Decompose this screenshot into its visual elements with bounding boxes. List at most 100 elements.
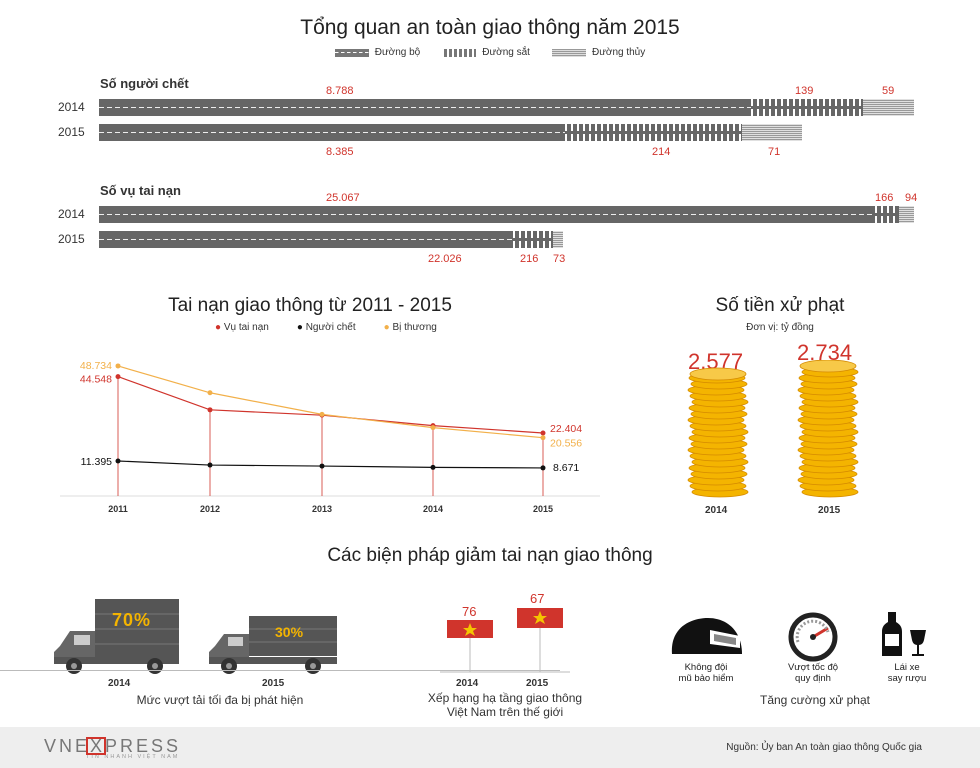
fines-title: Số tiền xử phạt xyxy=(715,295,845,316)
drink-caption-1: Lái xe xyxy=(894,662,920,673)
speed-caption: Vượt tốc độ quy định xyxy=(770,662,856,684)
road-swatch xyxy=(334,48,369,57)
deaths-2014-rail-bar xyxy=(751,99,863,116)
drink-caption: Lái xe say rượu xyxy=(872,662,942,684)
overload-caption: Mức vượt tải tối đa bị phát hiện xyxy=(136,693,304,707)
x-tick-label: 2011 xyxy=(108,504,128,514)
acc-2014-water-bar xyxy=(899,206,914,223)
x-tick-label: 2014 xyxy=(423,504,443,514)
acc-2015-rail-value: 216 xyxy=(520,253,539,265)
source-text: Nguồn: Ủy ban An toàn giao thông Quốc gi… xyxy=(726,742,922,753)
data-label: 8.671 xyxy=(553,462,579,474)
rank-year-2015: 2015 xyxy=(526,678,549,689)
drink-caption-2: say rượu xyxy=(887,673,927,684)
coin-stacks xyxy=(687,360,859,498)
deaths-year-2015: 2015 xyxy=(58,125,85,139)
overload-2015-value: 30% xyxy=(275,624,304,640)
helmet-caption-2: mũ bảo hiểm xyxy=(678,673,734,684)
deaths-2014-water-value: 59 xyxy=(882,85,895,97)
fines-icons-caption: Tăng cường xử phạt xyxy=(760,693,870,707)
data-label: 44.548 xyxy=(80,374,112,386)
series-line-2 xyxy=(117,365,544,439)
acc-2015-road-value: 22.026 xyxy=(428,253,462,265)
deaths-dot-icon: ● xyxy=(296,322,303,333)
ranking-caption-1: Xếp hạng hạ tầng giao thông xyxy=(427,691,583,705)
speed-caption-2: quy định xyxy=(795,673,831,684)
legend-injured-label: Bị thương xyxy=(392,322,437,333)
legend-road: Đường bộ xyxy=(334,47,421,58)
acc-2014-water-value: 94 xyxy=(905,192,918,204)
accidents-dot-icon: ● xyxy=(215,322,222,333)
footer xyxy=(0,727,980,768)
legend-deaths-label: Người chết xyxy=(305,322,356,333)
fines-unit: Đơn vị: tỷ đồng xyxy=(746,322,814,333)
truck-2014-icon xyxy=(54,599,179,674)
accidents-label: Số vụ tai nạn xyxy=(100,183,181,198)
deaths-2015-rail-bar xyxy=(565,124,742,141)
data-label: 22.404 xyxy=(550,423,582,435)
legend: Đường bộ Đường sắt Đường thủy xyxy=(0,47,980,58)
data-point xyxy=(319,411,325,417)
acc-2014-road-bar xyxy=(99,206,875,223)
deaths-label: Số người chết xyxy=(100,76,189,91)
line-chart: 2011 2012 2013 2014 2015 48.734 44.548 11.395 22… xyxy=(60,360,600,514)
x-tick-label: 2012 xyxy=(200,504,220,514)
line-chart-title: Tai nạn giao thông từ 2011 - 2015 xyxy=(168,295,452,316)
legend-deaths: ● Người chết xyxy=(297,322,356,333)
rail-swatch xyxy=(442,48,477,57)
rank-year-2014: 2014 xyxy=(456,678,479,689)
deaths-2014-road-bar xyxy=(99,99,751,116)
deaths-year-2014: 2014 xyxy=(58,100,85,114)
acc-year-2014: 2014 xyxy=(58,207,85,221)
deaths-2015-water-bar xyxy=(742,124,802,141)
water-swatch xyxy=(551,48,586,57)
data-point xyxy=(207,407,213,413)
legend-water: Đường thủy xyxy=(551,47,646,58)
deaths-2015-road-value: 8.385 xyxy=(326,146,354,158)
trucks-baseline xyxy=(0,670,560,671)
rank-2014-value: 76 xyxy=(462,604,477,619)
ranking-flags xyxy=(440,608,570,673)
data-point xyxy=(540,435,546,441)
page-title: Tổng quan an toàn giao thông năm 2015 xyxy=(300,16,680,39)
acc-2015-water-value: 73 xyxy=(553,253,566,265)
fines-year-2014: 2014 xyxy=(705,505,728,516)
speedometer-icon xyxy=(788,612,838,662)
data-point xyxy=(115,374,121,380)
helmet-caption: Không đội mũ bảo hiểm xyxy=(666,662,746,684)
acc-year-2015: 2015 xyxy=(58,232,85,246)
overload-year-2014: 2014 xyxy=(108,678,131,689)
acc-2015-road-bar xyxy=(99,231,513,248)
ranking-caption-2: Việt Nam trên thế giới xyxy=(446,705,564,719)
acc-2014-rail-value: 166 xyxy=(875,192,894,204)
acc-2014-road-value: 25.067 xyxy=(326,192,360,204)
deaths-2015-water-value: 71 xyxy=(768,146,781,158)
coin-stack-2015 xyxy=(797,360,859,498)
legend-rail-label: Đường sắt xyxy=(482,47,530,58)
deaths-2014-water-bar xyxy=(863,99,914,116)
data-label: 20.556 xyxy=(550,438,582,450)
deaths-2015-rail-value: 214 xyxy=(652,146,671,158)
data-point xyxy=(430,464,436,470)
helmet-caption-1: Không đội xyxy=(684,662,728,673)
legend-road-label: Đường bộ xyxy=(374,47,421,58)
brand-logo[interactable]: VNEXPRESS xyxy=(44,736,182,756)
line-chart-legend: ● Vụ tai nạn ● Người chết ● Bị thương xyxy=(215,322,437,333)
data-point xyxy=(319,463,325,469)
data-point xyxy=(207,462,213,468)
acc-2015-water-bar xyxy=(553,231,563,248)
brand-tagline: TIN NHANH VIỆT NAM xyxy=(86,754,180,760)
legend-injured: ● Bị thương xyxy=(384,322,437,333)
legend-accidents-label: Vụ tai nạn xyxy=(223,322,269,333)
overload-year-2015: 2015 xyxy=(262,678,285,689)
data-point xyxy=(115,458,121,464)
data-point xyxy=(430,425,436,431)
legend-water-label: Đường thủy xyxy=(591,47,646,58)
legend-rail: Đường sắt xyxy=(442,47,530,58)
x-tick-label: 2013 xyxy=(312,504,332,514)
helmet-icon xyxy=(671,618,742,654)
x-tick-label: 2015 xyxy=(533,504,553,514)
deaths-2014-road-value: 8.788 xyxy=(326,85,354,97)
data-label: 48.734 xyxy=(80,360,112,372)
injured-dot-icon: ● xyxy=(383,322,390,333)
